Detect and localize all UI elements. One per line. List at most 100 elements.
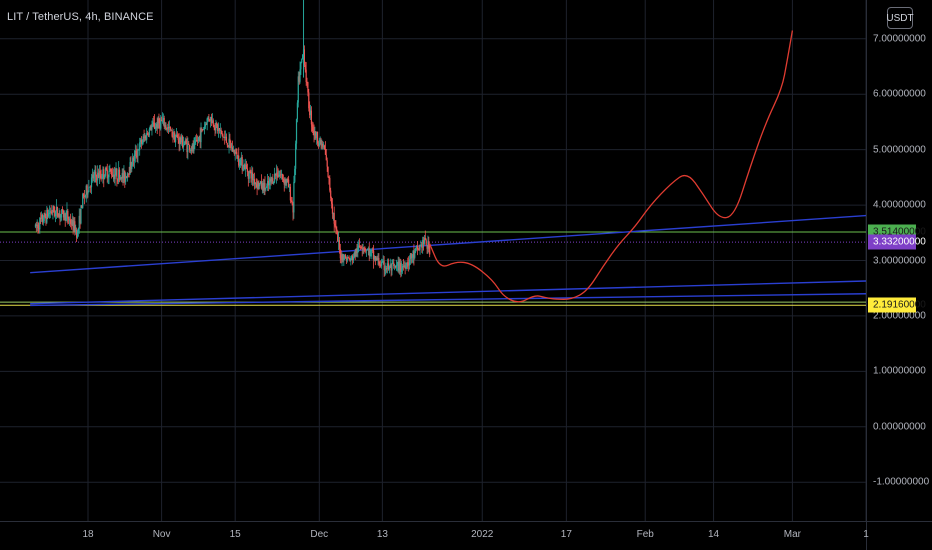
candle-222 bbox=[229, 133, 231, 148]
candle-221 bbox=[228, 131, 230, 154]
candle-441 bbox=[421, 241, 423, 253]
candle-91 bbox=[114, 167, 116, 186]
candle-162 bbox=[176, 131, 178, 139]
candle-9 bbox=[42, 215, 44, 226]
candle-171 bbox=[184, 137, 186, 146]
candle-329 bbox=[323, 141, 325, 150]
x-tick-label-8: 14 bbox=[707, 529, 720, 540]
candle-103 bbox=[125, 172, 127, 185]
candle-404 bbox=[388, 265, 390, 274]
candle-295 bbox=[293, 175, 295, 219]
candle-390 bbox=[376, 255, 378, 261]
candle-250 bbox=[253, 172, 256, 190]
candle-214 bbox=[222, 133, 224, 141]
candle-370 bbox=[358, 238, 361, 249]
candle-187 bbox=[198, 135, 200, 142]
candle-176 bbox=[189, 144, 191, 153]
candle-23 bbox=[54, 210, 57, 223]
candle-284 bbox=[283, 177, 285, 192]
candle-405 bbox=[389, 258, 391, 269]
candle-427 bbox=[408, 255, 411, 270]
candle-281 bbox=[281, 169, 283, 180]
candle-243 bbox=[247, 170, 249, 187]
candle-417 bbox=[400, 258, 402, 278]
candle-145 bbox=[161, 112, 164, 124]
candle-216 bbox=[224, 130, 226, 145]
candle-14 bbox=[47, 207, 49, 220]
candle-383 bbox=[370, 249, 372, 257]
candle-224 bbox=[231, 143, 233, 152]
x-tick-label-2: 15 bbox=[229, 529, 241, 540]
candle-266 bbox=[267, 176, 270, 192]
candle-268 bbox=[269, 173, 271, 190]
candle-255 bbox=[258, 180, 260, 191]
candle-135 bbox=[153, 115, 155, 128]
candle-77 bbox=[102, 166, 104, 184]
candle-129 bbox=[147, 132, 150, 138]
candle-88 bbox=[111, 167, 114, 178]
candle-419 bbox=[401, 263, 404, 274]
candle-231 bbox=[237, 155, 239, 162]
candle-278 bbox=[278, 170, 280, 177]
candle-46 bbox=[75, 224, 77, 235]
candle-48 bbox=[76, 229, 79, 239]
candle-147 bbox=[163, 115, 165, 130]
candle-241 bbox=[245, 160, 248, 170]
candle-4 bbox=[38, 222, 40, 233]
candle-371 bbox=[359, 245, 362, 251]
candle-131 bbox=[149, 125, 151, 131]
price-badge-1: 3.33200000 bbox=[868, 234, 926, 250]
candle-357 bbox=[347, 256, 349, 259]
candle-375 bbox=[363, 247, 365, 254]
candle-192 bbox=[203, 126, 205, 131]
candle-227 bbox=[233, 149, 235, 156]
candle-265 bbox=[267, 173, 269, 191]
candle-226 bbox=[232, 145, 235, 153]
candle-274 bbox=[274, 173, 277, 180]
candle-381 bbox=[368, 242, 370, 261]
candle-298 bbox=[295, 118, 298, 150]
candle-394 bbox=[380, 260, 382, 268]
candle-110 bbox=[131, 161, 133, 173]
price-badge-2: 2.19160000 bbox=[868, 297, 926, 313]
candle-32 bbox=[62, 209, 65, 221]
candle-352 bbox=[343, 253, 345, 266]
candle-367 bbox=[356, 244, 358, 257]
candle-343 bbox=[335, 220, 337, 235]
candle-270 bbox=[271, 176, 273, 184]
candle-438 bbox=[418, 244, 420, 251]
candle-412 bbox=[395, 259, 397, 271]
candle-263 bbox=[265, 187, 267, 192]
candle-234 bbox=[239, 157, 242, 168]
candle-430 bbox=[411, 254, 413, 263]
candle-384 bbox=[371, 248, 373, 260]
candle-334 bbox=[327, 166, 329, 178]
candle-444 bbox=[423, 235, 426, 246]
candle-199 bbox=[209, 119, 211, 123]
candle-211 bbox=[219, 123, 221, 139]
candle-174 bbox=[187, 137, 189, 160]
candle-389 bbox=[375, 256, 377, 261]
candle-395 bbox=[380, 258, 383, 269]
candle-112 bbox=[132, 155, 135, 167]
candle-433 bbox=[414, 248, 416, 260]
candle-35 bbox=[65, 210, 67, 221]
candle-415 bbox=[398, 256, 400, 274]
candle-122 bbox=[141, 139, 143, 146]
candle-68 bbox=[94, 165, 96, 183]
candle-254 bbox=[257, 180, 259, 190]
currency-button[interactable]: USDT bbox=[886, 7, 914, 29]
candle-332 bbox=[325, 149, 327, 161]
candle-137 bbox=[154, 122, 157, 133]
candle-338 bbox=[330, 196, 333, 209]
candle-311 bbox=[307, 81, 309, 97]
candle-81 bbox=[105, 166, 107, 171]
trendline-1 bbox=[30, 280, 867, 305]
x-tick-label-9: Mar bbox=[783, 529, 802, 540]
candle-94 bbox=[117, 178, 119, 184]
candle-28 bbox=[59, 210, 61, 226]
candle-126 bbox=[145, 134, 147, 141]
candle-99 bbox=[121, 168, 123, 183]
candle-65 bbox=[91, 168, 93, 183]
